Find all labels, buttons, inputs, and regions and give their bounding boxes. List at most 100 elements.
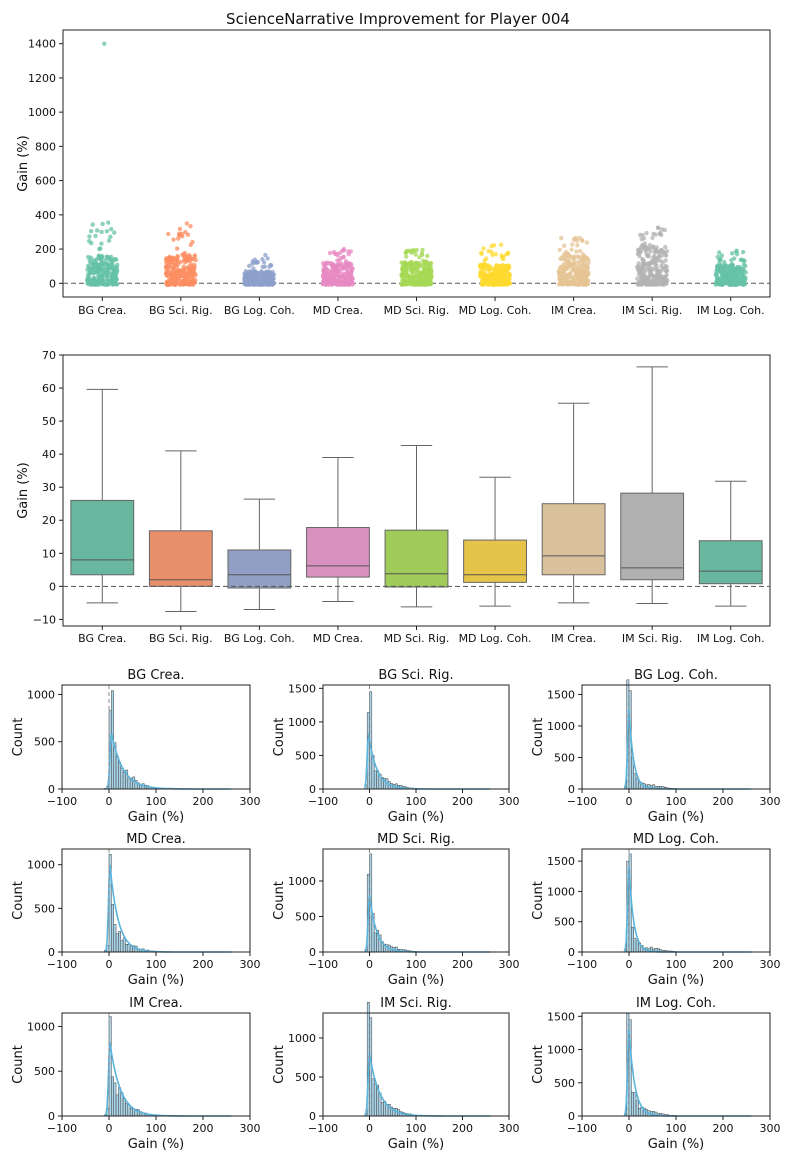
histogram-y-tick-label: 1500 — [547, 1010, 575, 1023]
strip-point — [92, 267, 98, 273]
strip-point — [563, 259, 569, 264]
histogram-y-tick-label: 500 — [554, 916, 575, 929]
histogram-y-axis-label: Count — [531, 881, 546, 920]
strip-point — [192, 280, 198, 285]
strip-x-tick-label: IM Sci. Rig. — [622, 304, 683, 317]
strip-point — [484, 256, 489, 261]
strip-point — [650, 244, 656, 249]
histogram-bar — [113, 924, 117, 953]
strip-point — [558, 270, 563, 276]
histogram-y-axis-label: Count — [11, 1045, 26, 1084]
histogram-bar — [633, 1092, 637, 1117]
strip-point — [428, 260, 434, 266]
box-bg-sci-rig- — [148, 450, 213, 612]
strip-y-tick-label: 1000 — [28, 106, 56, 119]
strip-point — [346, 282, 351, 287]
strip-point — [343, 258, 349, 264]
strip-point — [244, 278, 249, 284]
histogram-x-tick-label: 100 — [666, 958, 687, 971]
strip-point — [578, 281, 583, 286]
strip-outlier-point — [102, 41, 107, 46]
strip-point — [111, 271, 116, 276]
strip-point — [173, 257, 178, 263]
strip-point — [165, 273, 170, 279]
strip-point — [420, 282, 425, 287]
strip-point — [191, 265, 197, 270]
histogram-kde-line — [623, 710, 752, 790]
strip-point — [557, 265, 563, 271]
box-x-tick-label: BG Sci. Rig. — [149, 632, 213, 645]
strip-y-tick-label: 600 — [35, 175, 56, 188]
box-y-tick-label: 10 — [42, 547, 56, 560]
strip-point — [429, 270, 434, 275]
strip-point — [718, 256, 723, 262]
box-iqr-rect — [306, 527, 370, 578]
strip-point — [265, 279, 270, 285]
strip-point — [178, 278, 184, 284]
strip-point — [721, 259, 727, 265]
strip-point — [489, 244, 494, 249]
histogram-x-tick-label: −100 — [47, 958, 77, 971]
strip-point-max — [106, 220, 111, 225]
histogram-y-tick-label: 0 — [568, 946, 575, 959]
strip-point — [187, 269, 193, 275]
histogram-bar — [120, 768, 124, 790]
strip-point — [577, 261, 582, 266]
histogram-x-tick-label: 300 — [760, 958, 781, 971]
strip-point — [493, 271, 498, 277]
strip-point — [243, 269, 249, 274]
strip-point — [409, 259, 414, 265]
strip-point — [257, 282, 262, 287]
strip-point — [172, 263, 177, 269]
strip-point — [650, 259, 655, 265]
strip-y-tick-label: 800 — [35, 140, 56, 153]
strip-y-tick-label: 1200 — [28, 72, 56, 85]
strip-point — [727, 282, 732, 287]
histogram-y-tick-label: 0 — [568, 1110, 575, 1123]
strip-point — [399, 260, 404, 265]
strip-point — [740, 282, 746, 287]
strip-point — [337, 250, 343, 255]
strip-point — [86, 271, 91, 277]
histogram-bar — [120, 940, 124, 953]
histogram-bar — [127, 1104, 131, 1117]
strip-point — [174, 246, 180, 251]
strip-point — [716, 278, 721, 284]
strip-point — [178, 273, 184, 279]
histogram-x-tick-label: 100 — [666, 1122, 687, 1135]
histogram-x-tick-label: 100 — [146, 958, 167, 971]
strip-point — [269, 272, 274, 278]
box-x-tick-label: BG Log. Coh. — [224, 632, 295, 645]
strip-point — [662, 227, 667, 233]
strip-point — [96, 253, 102, 258]
strip-point — [644, 245, 649, 250]
strip-point — [565, 266, 570, 271]
strip-point — [265, 256, 270, 261]
strip-point — [479, 251, 484, 256]
strip-point — [502, 271, 507, 276]
histogram-bar — [125, 1103, 129, 1117]
strip-point — [100, 221, 105, 227]
strip-point — [417, 255, 422, 260]
box-iqr-rect — [620, 492, 685, 581]
histogram-x-tick-label: 200 — [193, 795, 214, 808]
strip-point — [168, 280, 174, 285]
strip-point — [654, 263, 659, 268]
histogram-y-tick-label: 1500 — [547, 855, 575, 868]
strip-point — [586, 260, 591, 266]
strip-point — [97, 266, 102, 272]
box-im-crea- — [541, 402, 606, 604]
strip-point — [479, 275, 484, 280]
strip-point — [328, 281, 334, 286]
strip-point — [106, 269, 111, 275]
strip-point — [255, 272, 260, 278]
strip-point — [335, 269, 340, 274]
strip-point-max — [577, 235, 582, 241]
histogram-x-axis-label: Gain (%) — [648, 973, 705, 988]
histogram-axes-frame — [581, 684, 771, 790]
strip-point — [327, 250, 333, 256]
strip-point — [565, 251, 571, 257]
strip-point — [180, 234, 185, 239]
strip-point — [325, 273, 331, 278]
